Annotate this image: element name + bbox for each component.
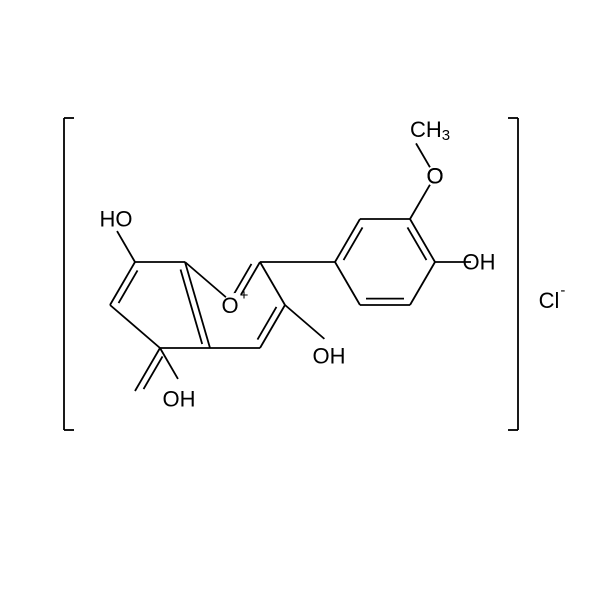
chemical-structure-diagram: O+HOOHOHOHOCH3OCl- [0,0,600,600]
svg-text:O: O [426,164,443,189]
svg-text:OH: OH [463,250,496,275]
svg-text:Cl-: Cl- [539,282,566,313]
svg-text:OH: OH [313,344,346,369]
svg-text:OH: OH [163,387,196,412]
svg-text:HO: HO [100,207,133,232]
svg-text:CH3: CH3 [410,117,450,144]
